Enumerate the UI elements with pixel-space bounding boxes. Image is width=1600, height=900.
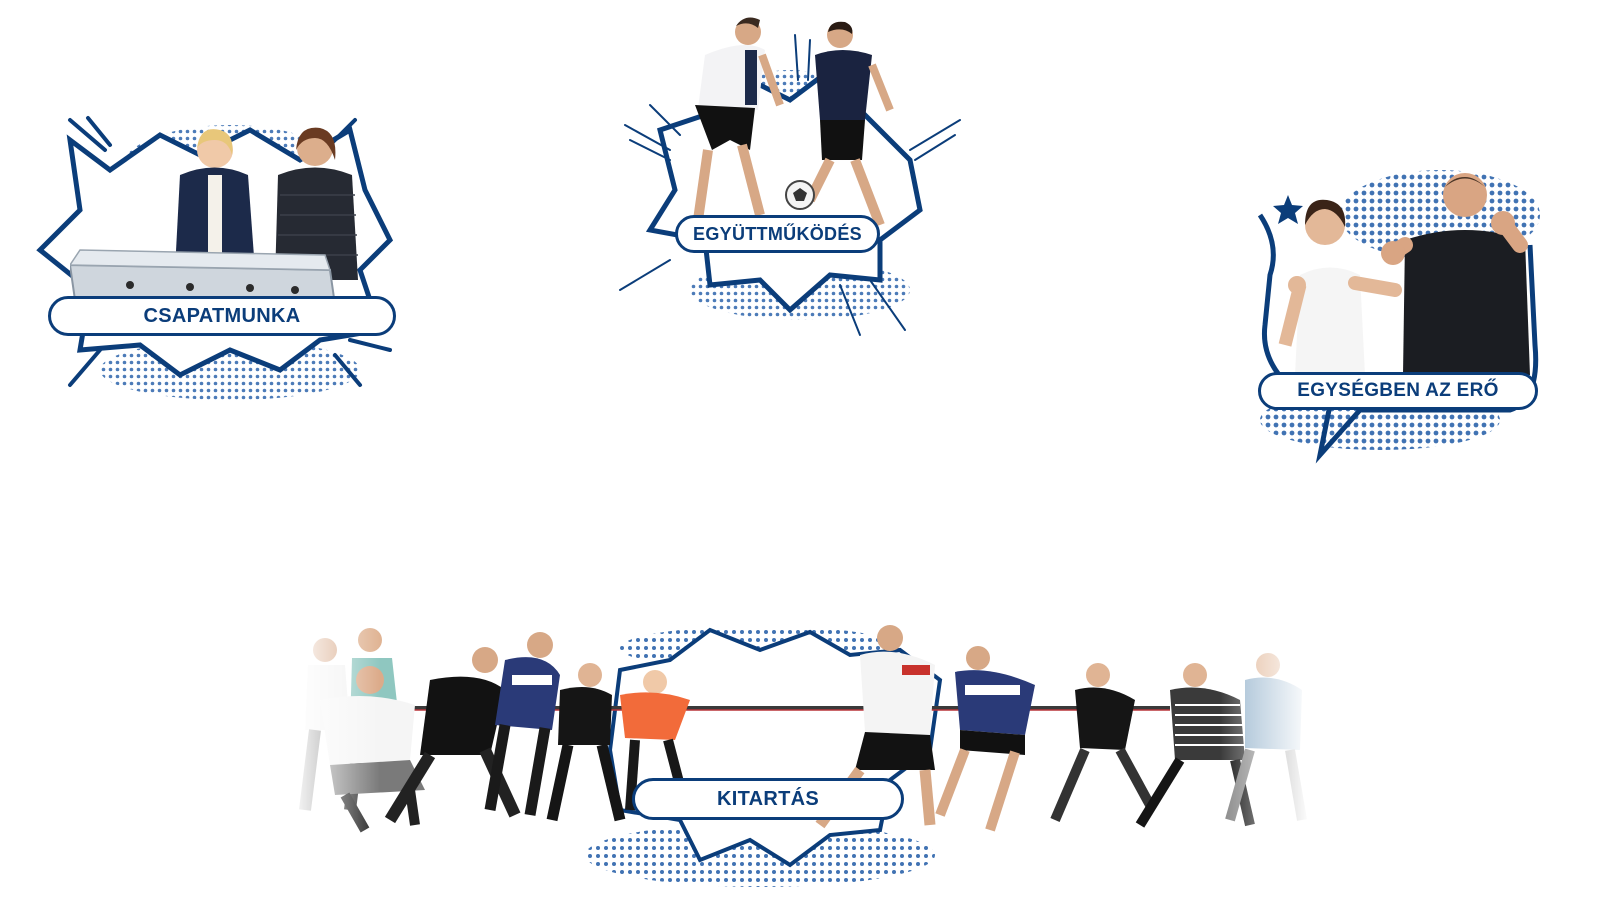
person-player-white <box>693 17 784 221</box>
boxing-photo <box>1278 173 1530 375</box>
card-kitartas: KITARTÁS <box>290 620 1310 895</box>
label-kitartas: KITARTÁS <box>632 778 904 820</box>
person-blonde-woman <box>175 129 255 270</box>
person-man-boxer <box>1381 173 1530 375</box>
card-egysegben: EGYSÉGBEN AZ ERŐ <box>1240 165 1550 464</box>
label-egysegben: EGYSÉGBEN AZ ERŐ <box>1258 372 1538 410</box>
card-egyuttmukodes: EGYÜTTMŰKÖDÉS <box>619 10 970 340</box>
football-photo <box>693 17 894 227</box>
football-ball <box>785 180 815 210</box>
foosball-table <box>70 249 337 307</box>
label-egyuttmukodes: EGYÜTTMŰKÖDÉS <box>675 215 880 253</box>
foosball-photo <box>70 127 358 307</box>
person-player-navy <box>805 21 894 227</box>
label-csapatmunka: CSAPATMUNKA <box>48 296 396 336</box>
person-woman-boxer <box>1278 199 1402 375</box>
card-csapatmunka: CSAPATMUNKA <box>30 100 410 400</box>
tug-of-war-photo <box>290 620 1310 850</box>
